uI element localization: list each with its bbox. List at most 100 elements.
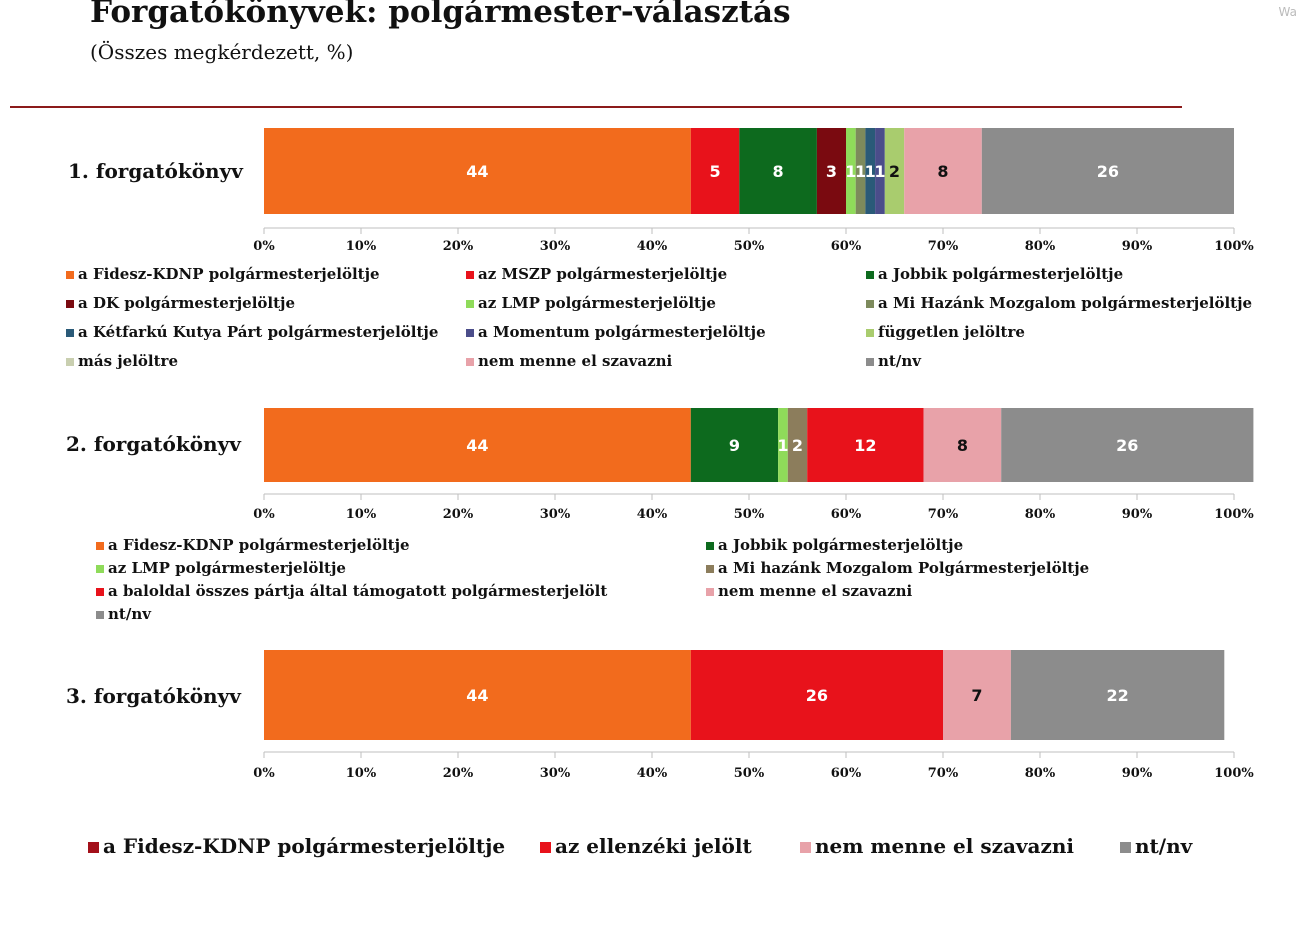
legend-1: a Fidesz-KDNP polgármesterjelöltje az MSZ… bbox=[66, 265, 1252, 370]
legend-swatch bbox=[706, 542, 714, 550]
segment-value-label: 3 bbox=[826, 162, 837, 181]
legend-item-label: az MSZP polgármesterjelöltje bbox=[478, 265, 727, 283]
legend-swatch bbox=[866, 329, 874, 337]
legend-item-label: a Jobbik polgármesterjelöltje bbox=[718, 536, 963, 554]
x-tick-label: 40% bbox=[637, 766, 668, 781]
x-tick-label: 80% bbox=[1025, 239, 1056, 254]
x-tick-label: 70% bbox=[928, 766, 959, 781]
legend-item-label: a Kétfarkú Kutya Párt polgármesterjelölt… bbox=[78, 323, 438, 341]
segment-value-label: 26 bbox=[1097, 162, 1119, 181]
legend-item-label: a baloldal összes pártja által támogatot… bbox=[108, 582, 607, 600]
segment-value-label: 26 bbox=[806, 686, 828, 705]
segment-value-label: 1 bbox=[855, 162, 866, 181]
legend-swatch bbox=[88, 842, 99, 853]
page-title: Forgatókönyvek: polgármester-választás bbox=[90, 0, 791, 30]
legend-item-label: az LMP polgármesterjelöltje bbox=[108, 559, 346, 577]
legend-item-label: nt/nv bbox=[1135, 834, 1194, 858]
title-divider bbox=[10, 106, 1182, 108]
segment-value-label: 22 bbox=[1106, 686, 1128, 705]
legend-item-label: nt/nv bbox=[878, 352, 922, 370]
bar-segment bbox=[1001, 408, 1254, 482]
bar-segment bbox=[264, 408, 691, 482]
legend-swatch bbox=[96, 565, 104, 573]
chart-1: 1. forgatókönyv 0% 10% 20% 30% 40% 50% 60% 70% 80… bbox=[68, 128, 1254, 254]
segment-value-label: 2 bbox=[792, 436, 803, 455]
legend-item-label: a Fidesz-KDNP polgármesterjelöltje bbox=[78, 265, 380, 283]
legend-3: a Fidesz-KDNP polgármesterjelöltje az ell… bbox=[88, 834, 1194, 858]
x-tick-label: 60% bbox=[831, 766, 862, 781]
x-tick-label: 20% bbox=[443, 507, 474, 522]
bar-segment bbox=[816, 128, 846, 214]
x-tick-label: 40% bbox=[637, 507, 668, 522]
bar-segment bbox=[264, 128, 691, 214]
x-tick-label: 90% bbox=[1122, 239, 1153, 254]
segment-value-label: 9 bbox=[729, 436, 740, 455]
bar-segment bbox=[865, 128, 876, 214]
legend-swatch bbox=[66, 300, 74, 308]
segment-value-label: 1 bbox=[865, 162, 876, 181]
legend-item-label: nt/nv bbox=[108, 605, 152, 623]
bar-segment bbox=[981, 128, 1234, 214]
x-tick-label: 30% bbox=[540, 239, 571, 254]
legend-swatch bbox=[66, 271, 74, 279]
x-tick-label: 90% bbox=[1122, 507, 1153, 522]
segment-value-label: 44 bbox=[466, 686, 488, 705]
x-tick-label: 80% bbox=[1025, 507, 1056, 522]
legend-swatch bbox=[466, 358, 474, 366]
x-tick-label: 60% bbox=[831, 507, 862, 522]
bar-segment bbox=[846, 128, 856, 214]
x-tick-label: 70% bbox=[928, 507, 959, 522]
bar-segment bbox=[778, 408, 788, 482]
segment-value-label: 8 bbox=[937, 162, 948, 181]
chart-3: 3. forgatókönyv 0% 10% 20% 30% 40% 50% 60% 70% 80… bbox=[66, 650, 1254, 781]
segment-value-label: 1 bbox=[777, 436, 788, 455]
legend-swatch bbox=[66, 358, 74, 366]
x-tick-label: 100% bbox=[1214, 239, 1254, 254]
row-label-2: 2. forgatókönyv bbox=[66, 432, 242, 456]
segment-value-label: 2 bbox=[889, 162, 900, 181]
x-tick-label: 50% bbox=[734, 766, 765, 781]
legend-item-label: az LMP polgármesterjelöltje bbox=[478, 294, 716, 312]
x-tick-label: 0% bbox=[253, 766, 275, 781]
bar-segment bbox=[807, 408, 924, 482]
x-tick-label: 40% bbox=[637, 239, 668, 254]
bar-segment bbox=[1010, 650, 1225, 740]
legend-item-label: nem menne el szavazni bbox=[478, 352, 673, 370]
legend-2: a Fidesz-KDNP polgármesterjelöltje a Jobb… bbox=[96, 536, 1089, 623]
bar-segment bbox=[884, 128, 905, 214]
legend-item-label: a Mi Hazánk Mozgalom polgármesterjelöltj… bbox=[878, 294, 1252, 312]
legend-swatch bbox=[866, 300, 874, 308]
legend-swatch bbox=[866, 358, 874, 366]
row-label-3: 3. forgatókönyv bbox=[66, 684, 242, 708]
chart-2: 2. forgatókönyv 0% 10% 20% 30% 40% 50% 60% 70% 80… bbox=[66, 408, 1254, 522]
page-subtitle: (Összes megkérdezett, %) bbox=[90, 40, 354, 64]
x-tick-label: 100% bbox=[1214, 507, 1254, 522]
legend-swatch bbox=[866, 271, 874, 279]
x-tick-label: 10% bbox=[346, 766, 377, 781]
x-tick-label: 60% bbox=[831, 239, 862, 254]
bar-segment bbox=[923, 408, 1002, 482]
legend-item-label: a Momentum polgármesterjelöltje bbox=[478, 323, 766, 341]
bar-segment bbox=[690, 128, 740, 214]
bar-segment bbox=[690, 408, 779, 482]
bar-segment bbox=[875, 128, 885, 214]
x-tick-label: 70% bbox=[928, 239, 959, 254]
x-tick-label: 100% bbox=[1214, 766, 1254, 781]
bar-segment bbox=[943, 650, 1011, 740]
legend-item-label: független jelöltre bbox=[878, 323, 1025, 341]
segment-value-label: 44 bbox=[466, 162, 488, 181]
segment-value-label: 1 bbox=[874, 162, 885, 181]
segment-value-label: 8 bbox=[773, 162, 784, 181]
legend-item-label: az ellenzéki jelölt bbox=[555, 834, 752, 858]
segment-value-label: 26 bbox=[1116, 436, 1138, 455]
segment-value-label: 5 bbox=[709, 162, 720, 181]
legend-item-label: a Fidesz-KDNP polgármesterjelöltje bbox=[108, 536, 410, 554]
x-tick-label: 80% bbox=[1025, 766, 1056, 781]
bar-segment bbox=[690, 650, 943, 740]
corner-tag: Wa bbox=[1278, 5, 1297, 19]
bar-segment bbox=[855, 128, 866, 214]
segment-value-label: 8 bbox=[957, 436, 968, 455]
segment-value-label: 7 bbox=[971, 686, 982, 705]
x-tick-label: 30% bbox=[540, 507, 571, 522]
